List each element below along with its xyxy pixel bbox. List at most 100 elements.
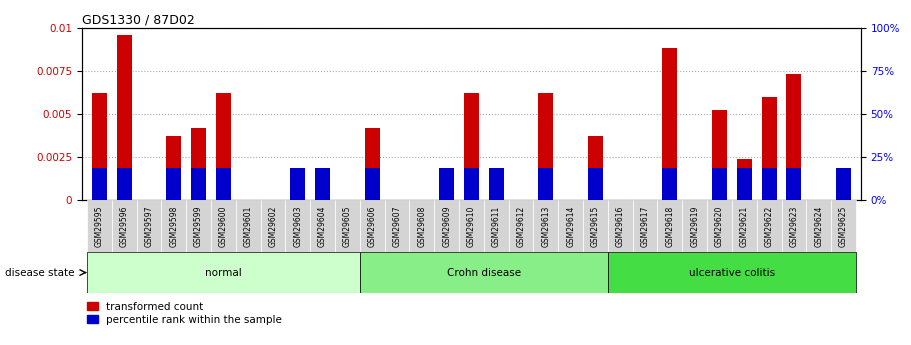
Text: GSM29600: GSM29600 [219, 205, 228, 247]
Bar [464, 168, 479, 200]
Bar [737, 168, 752, 200]
Bar [161, 200, 186, 252]
Text: GSM29604: GSM29604 [318, 205, 327, 247]
Bar [409, 200, 435, 252]
Text: GSM29621: GSM29621 [740, 205, 749, 247]
Bar [588, 136, 603, 200]
Text: GSM29597: GSM29597 [145, 205, 153, 247]
Text: disease state: disease state [5, 268, 74, 277]
Bar [92, 93, 107, 200]
Text: GSM29605: GSM29605 [343, 205, 352, 247]
Bar [534, 200, 558, 252]
Bar [87, 252, 360, 293]
Bar [558, 200, 583, 252]
Bar [191, 168, 206, 200]
Bar [508, 200, 534, 252]
Text: GSM29606: GSM29606 [368, 205, 377, 247]
Bar [712, 110, 727, 200]
Text: GSM29612: GSM29612 [517, 205, 526, 247]
Text: GSM29602: GSM29602 [269, 205, 278, 247]
Bar [137, 200, 161, 252]
Bar [836, 168, 851, 200]
Text: GSM29601: GSM29601 [243, 205, 252, 247]
Bar [285, 200, 311, 252]
Bar [662, 48, 678, 200]
Bar [632, 200, 658, 252]
Bar [762, 168, 776, 200]
Text: ulcerative colitis: ulcerative colitis [689, 268, 775, 277]
Text: Crohn disease: Crohn disease [446, 268, 521, 277]
Bar [117, 34, 131, 200]
Bar [211, 200, 236, 252]
Bar [588, 168, 603, 200]
Bar [658, 200, 682, 252]
Text: GSM29616: GSM29616 [616, 205, 625, 247]
Text: GSM29614: GSM29614 [566, 205, 575, 247]
Bar [435, 200, 459, 252]
Text: GSM29611: GSM29611 [492, 205, 501, 247]
Text: GSM29613: GSM29613 [541, 205, 550, 247]
Bar [384, 200, 409, 252]
Bar [732, 200, 757, 252]
Bar [459, 200, 484, 252]
Bar [291, 169, 305, 200]
Bar [608, 252, 856, 293]
Bar [484, 200, 508, 252]
Bar [806, 200, 831, 252]
Bar [191, 128, 206, 200]
Bar [315, 168, 330, 200]
Bar [364, 168, 380, 200]
Bar [167, 136, 181, 200]
Text: GSM29595: GSM29595 [95, 205, 104, 247]
Bar [439, 168, 454, 200]
Bar [682, 200, 707, 252]
Text: GSM29609: GSM29609 [442, 205, 451, 247]
Bar [712, 168, 727, 200]
Text: GSM29598: GSM29598 [169, 205, 179, 247]
Bar [782, 200, 806, 252]
Bar [489, 176, 504, 200]
Bar [117, 168, 131, 200]
Text: GSM29619: GSM29619 [691, 205, 700, 247]
Text: GDS1330 / 87D02: GDS1330 / 87D02 [82, 13, 195, 27]
Text: GSM29617: GSM29617 [640, 205, 650, 247]
Text: GSM29603: GSM29603 [293, 205, 302, 247]
Bar [831, 200, 856, 252]
Text: GSM29599: GSM29599 [194, 205, 203, 247]
Bar [92, 168, 107, 200]
Text: GSM29624: GSM29624 [814, 205, 824, 247]
Bar [360, 252, 608, 293]
Legend: transformed count, percentile rank within the sample: transformed count, percentile rank withi… [87, 302, 281, 325]
Bar [439, 187, 454, 200]
Text: GSM29625: GSM29625 [839, 205, 848, 247]
Text: GSM29607: GSM29607 [393, 205, 402, 247]
Bar [757, 200, 782, 252]
Bar [167, 168, 181, 200]
Text: GSM29620: GSM29620 [715, 205, 724, 247]
Bar [538, 93, 553, 200]
Bar [662, 168, 678, 200]
Bar [291, 168, 305, 200]
Bar [360, 200, 384, 252]
Text: GSM29618: GSM29618 [665, 205, 674, 247]
Bar [311, 200, 335, 252]
Bar [112, 200, 137, 252]
Text: GSM29622: GSM29622 [764, 205, 773, 247]
Bar [762, 97, 776, 200]
Text: GSM29608: GSM29608 [417, 205, 426, 247]
Bar [335, 200, 360, 252]
Text: GSM29610: GSM29610 [467, 205, 476, 247]
Bar [737, 159, 752, 200]
Bar [315, 169, 330, 200]
Text: GSM29615: GSM29615 [591, 205, 600, 247]
Text: GSM29623: GSM29623 [790, 205, 798, 247]
Bar [236, 200, 261, 252]
Bar [216, 93, 230, 200]
Bar [186, 200, 211, 252]
Bar [608, 200, 632, 252]
Text: GSM29596: GSM29596 [119, 205, 128, 247]
Bar [786, 74, 802, 200]
Bar [216, 168, 230, 200]
Bar [707, 200, 732, 252]
Bar [786, 168, 802, 200]
